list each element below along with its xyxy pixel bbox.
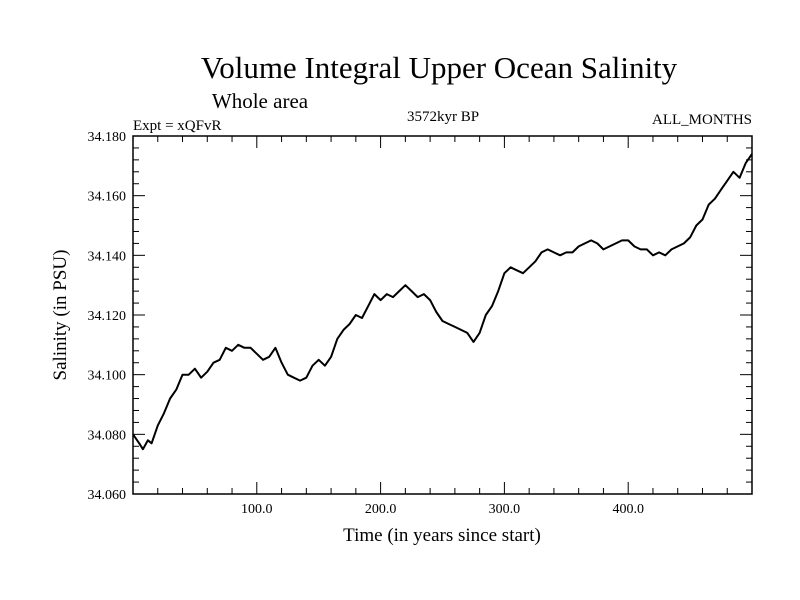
series-line-salinity bbox=[132, 153, 753, 451]
y-tick-label: 34.100 bbox=[88, 369, 127, 384]
y-tick-label: 34.060 bbox=[88, 488, 127, 503]
x-tick-label: 300.0 bbox=[489, 502, 521, 517]
x-axis-label: Time (in years since start) bbox=[343, 525, 541, 546]
y-tick-label: 34.140 bbox=[88, 249, 127, 264]
experiment-label: Expt = xQFvR bbox=[133, 118, 221, 134]
months-label: ALL_MONTHS bbox=[652, 112, 752, 128]
y-axis-label: Salinity (in PSU) bbox=[50, 250, 71, 381]
x-tick-label: 400.0 bbox=[612, 502, 644, 517]
chart-title: Volume Integral Upper Ocean Salinity bbox=[201, 50, 678, 85]
x-tick-label: 200.0 bbox=[365, 502, 397, 517]
y-tick-label: 34.080 bbox=[88, 428, 127, 443]
axis-ticks: 100.0 200.0 300.0 400.0 34.060 34.080 34.100 34… bbox=[88, 130, 753, 517]
series-layer bbox=[132, 153, 753, 451]
y-tick-label: 34.120 bbox=[88, 309, 127, 324]
chart-subtitle: Whole area bbox=[212, 89, 309, 113]
y-tick-label: 34.160 bbox=[88, 190, 127, 205]
x-tick-label: 100.0 bbox=[241, 502, 273, 517]
plot-frame bbox=[132, 135, 753, 495]
y-tick-label: 34.180 bbox=[88, 130, 127, 145]
period-label: 3572kyr BP bbox=[407, 109, 479, 125]
